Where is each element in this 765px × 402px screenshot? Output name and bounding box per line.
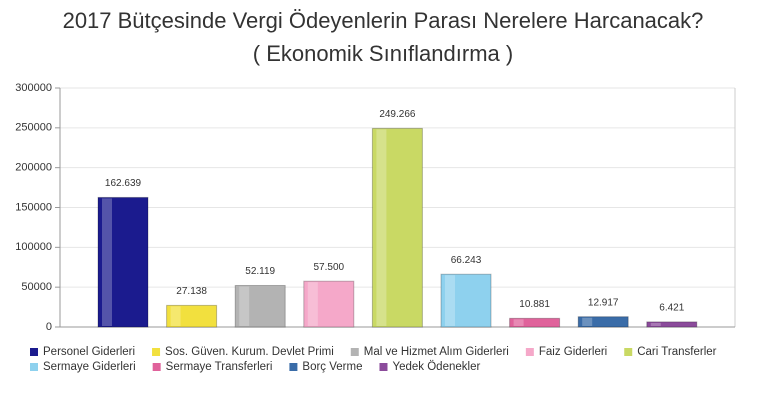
legend-label: Sermaye Transferleri: [166, 361, 273, 373]
y-tick-label: 250000: [15, 122, 52, 134]
bar: [303, 280, 355, 328]
bar-shine: [376, 129, 387, 326]
value-label: 249.266: [379, 109, 416, 120]
legend-swatch: [152, 348, 161, 356]
bar: [371, 127, 423, 328]
legend-swatch: [350, 348, 359, 356]
value-label: 6.421: [659, 303, 684, 314]
value-label: 162.639: [105, 178, 142, 189]
y-tick-label: 50000: [21, 281, 52, 293]
legend-label: Yedek Ödenekler: [392, 361, 480, 373]
legend-swatch: [30, 348, 38, 356]
legend-swatch: [152, 363, 161, 371]
value-label: 10.881: [519, 299, 550, 310]
legend-swatch: [289, 363, 298, 371]
y-tick-label: 150000: [15, 201, 52, 213]
legend-label: Sermaye Giderleri: [43, 361, 136, 373]
value-label: 12.917: [588, 297, 619, 308]
bar-shine: [650, 322, 661, 326]
bar: [577, 316, 629, 328]
bar-shine: [582, 317, 593, 326]
legend-label: Cari Transferler: [637, 346, 716, 358]
chart-subtitle: ( Ekonomik Sınıflandırma ): [253, 41, 513, 66]
bar: [646, 321, 698, 328]
chart-title: 2017 Bütçesinde Vergi Ödeyenlerin Parası…: [63, 8, 704, 33]
bar-shine: [445, 275, 455, 326]
y-tick-label: 0: [46, 321, 52, 333]
bar: [234, 284, 286, 328]
y-tick-label: 300000: [15, 82, 52, 94]
bar-shine: [170, 306, 181, 326]
legend-swatch: [379, 363, 388, 371]
value-label: 66.243: [451, 255, 482, 266]
y-tick-label: 200000: [15, 162, 52, 174]
bar: [440, 273, 492, 328]
legend-label: Faiz Giderleri: [539, 346, 607, 358]
legend-label: Borç Verme: [302, 361, 362, 373]
legend-label: Sos. Güven. Kurum. Devlet Primi: [165, 346, 334, 358]
bar-shine: [513, 319, 524, 326]
legend-swatch: [30, 363, 38, 371]
bar: [166, 304, 218, 328]
bar: [97, 196, 149, 328]
legend-label: Personel Giderleri: [43, 346, 135, 358]
bar-shine: [239, 286, 250, 326]
bar: [509, 317, 561, 328]
value-label: 57.500: [314, 262, 345, 273]
value-label: 52.119: [245, 266, 275, 277]
bar-shine: [102, 198, 112, 326]
bar-shine: [307, 282, 318, 326]
y-tick-label: 100000: [15, 241, 52, 253]
value-label: 27.138: [176, 286, 207, 297]
legend-swatch: [624, 348, 633, 356]
legend-label: Mal ve Hizmet Alım Giderleri: [364, 346, 509, 358]
legend-swatch: [525, 348, 534, 356]
